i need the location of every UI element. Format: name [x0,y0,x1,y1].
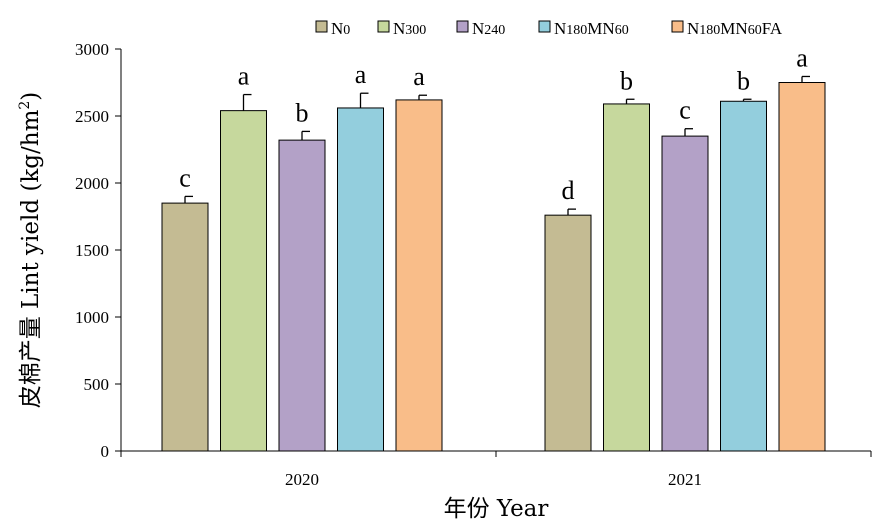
legend-swatch [538,20,551,33]
y-tick-label: 0 [101,442,110,461]
bars [161,82,826,452]
legend-label: N180MN60 [554,19,629,38]
y-tick-label: 1500 [75,241,109,260]
legend-label: N300 [393,19,426,38]
significance-letter: b [620,66,633,95]
y-tick-label: 1000 [75,308,109,327]
bar [395,99,443,452]
bar [544,214,592,452]
x-tick-label: 2021 [668,470,702,489]
bar [161,202,209,452]
legend-swatch [671,20,684,33]
significance-letter: b [296,98,309,127]
x-tick-label: 2020 [285,470,319,489]
legend-swatch [377,20,390,33]
x-axis: 2020 2021 [120,450,872,489]
bar [720,100,767,452]
y-tick-label: 2500 [75,107,109,126]
legend-label: N180MN60FA [687,19,783,38]
bar [661,135,709,452]
error-bars [184,75,810,216]
significance-letters: c d a b b c a b a a [179,43,808,205]
x-axis-title: 年份 Year [444,496,549,522]
significance-letter: b [737,66,750,95]
bar [603,103,650,452]
significance-letter: d [562,176,575,205]
bar [337,107,384,452]
y-tick-label: 500 [84,375,110,394]
significance-letter: a [238,62,250,91]
bar [220,110,267,452]
significance-letter: a [355,60,367,89]
bar [778,82,826,452]
legend-label: N0 [331,19,350,38]
legend-swatch [456,20,469,33]
y-tick-label: 3000 [75,40,109,59]
y-tick-label: 2000 [75,174,109,193]
legend: N0 N300 N240 N180MN60 N180MN60FA [315,19,783,38]
significance-letter: c [179,163,191,192]
y-axis-title: 皮棉产量 Lint yield (kg/hm2) [17,92,44,409]
significance-letter: a [413,62,425,91]
y-axis: 0 500 1000 1500 2000 2500 3000 [75,40,122,461]
legend-swatch [315,20,328,33]
legend-label: N240 [472,19,505,38]
significance-letter: a [796,43,808,72]
significance-letter: c [679,96,691,125]
bar [278,139,326,452]
